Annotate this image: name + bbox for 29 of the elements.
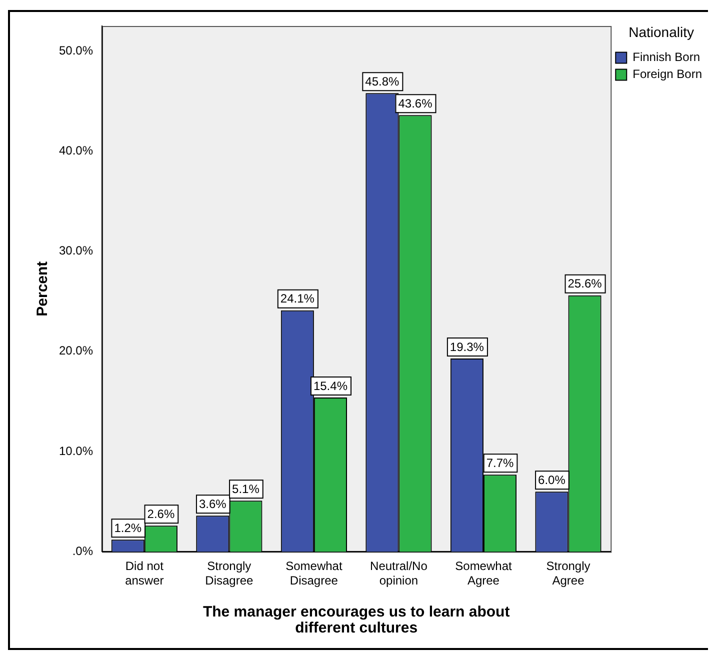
x-tick-label: Strongly Disagree: [205, 559, 254, 588]
legend-title: Nationality: [628, 24, 694, 40]
data-label: 2.6%: [147, 506, 175, 521]
legend-label: Finnish Born: [632, 50, 700, 64]
y-tick-label: 50.0%: [58, 43, 94, 58]
x-tick-label: Strongly Agree: [546, 559, 590, 588]
data-label: 7.7%: [486, 456, 514, 470]
data-label: 15.4%: [313, 378, 348, 393]
x-tick-label: Somewhat Agree: [455, 559, 512, 588]
x-tick-label: Neutral/No opinion: [370, 559, 428, 588]
x-tick-label: Somewhat Disagree: [286, 559, 343, 588]
x-axis-title: The manager encourages us to learn about different cultures: [202, 604, 510, 636]
data-label: 19.3%: [450, 340, 484, 354]
data-label: 24.1%: [280, 292, 315, 306]
y-axis-title: Percent: [34, 261, 52, 316]
data-label: 6.0%: [538, 472, 566, 487]
y-tick-label: 40.0%: [58, 143, 94, 158]
y-tick-label: 20.0%: [58, 344, 94, 358]
data-label: 1.2%: [114, 520, 142, 535]
data-label: 5.1%: [232, 482, 260, 496]
x-tick-label: Did not answer: [125, 559, 164, 588]
data-label: 45.8%: [365, 74, 400, 88]
y-tick-label: 10.0%: [58, 444, 94, 458]
data-label: 25.6%: [568, 276, 602, 291]
data-label: 3.6%: [198, 496, 227, 511]
data-label: 43.6%: [398, 96, 433, 110]
legend-label: Foreign Born: [632, 67, 702, 82]
y-tick-label: .0%: [72, 544, 94, 558]
y-tick-label: 30.0%: [58, 244, 94, 258]
